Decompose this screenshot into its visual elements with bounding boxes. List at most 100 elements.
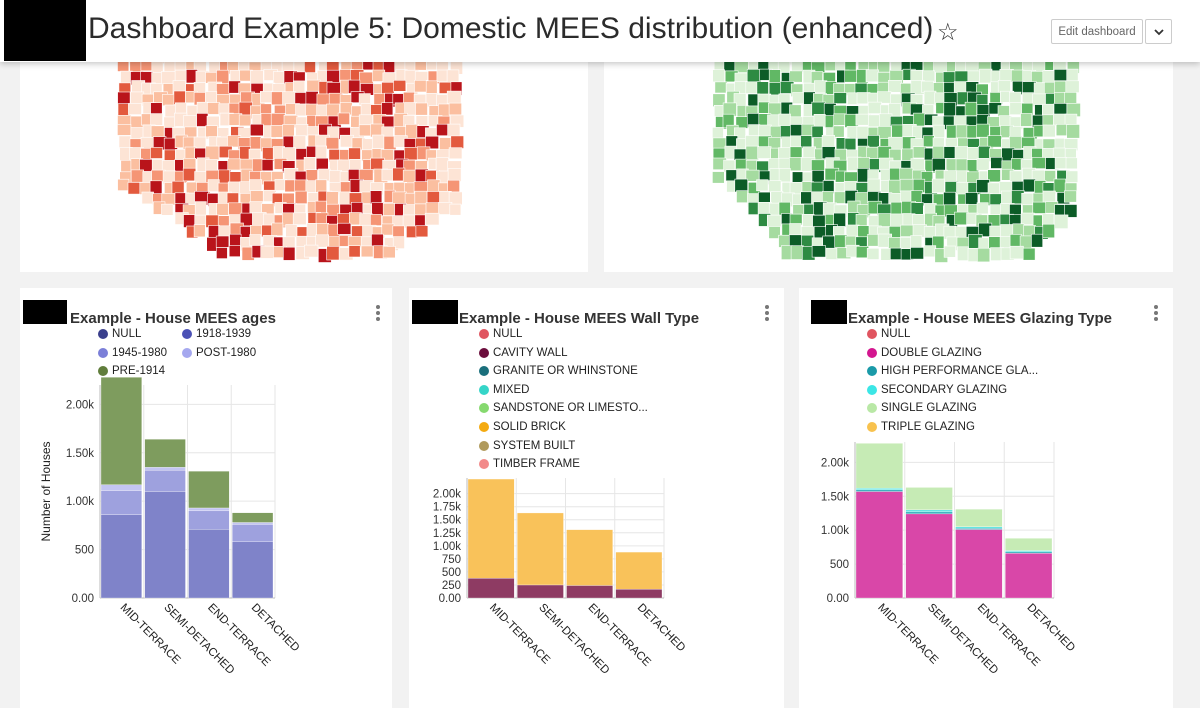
bar-segment[interactable] [855, 491, 903, 599]
map-region [1053, 214, 1069, 229]
bar-chart-ages: 0.005001.00k1.50k2.00kMID-TERRACESEMI-DE… [39, 377, 301, 677]
bar-segment[interactable] [188, 471, 230, 509]
map-region [1066, 170, 1079, 183]
map-region [1054, 80, 1067, 94]
bar-segment[interactable] [905, 511, 953, 515]
map-region [162, 93, 176, 106]
bar-segment[interactable] [188, 529, 230, 599]
bar-segment[interactable] [955, 527, 1003, 530]
map-region [196, 101, 209, 115]
y-tick-label: 1.00k [821, 525, 849, 537]
bar-segment[interactable] [144, 491, 186, 599]
bar-segment[interactable] [100, 490, 142, 515]
bar-segment[interactable] [955, 529, 1003, 599]
bar-segment[interactable] [566, 529, 613, 586]
bar-segment[interactable] [855, 487, 903, 490]
choropleth-map-green[interactable] [604, 40, 1173, 272]
legend-swatch-icon [98, 329, 108, 339]
map-region [855, 113, 870, 126]
bar-segment[interactable] [905, 487, 953, 510]
legend-item[interactable]: DOUBLE GLAZING [867, 347, 982, 359]
bar-segment[interactable] [467, 578, 515, 599]
bar-segment[interactable] [467, 478, 515, 579]
map-region [294, 190, 308, 205]
bar-segment[interactable] [905, 513, 953, 599]
legend-item[interactable]: NULL [867, 328, 910, 340]
map-region [812, 214, 826, 228]
legend-label: PRE-1914 [112, 365, 166, 377]
map-region [987, 135, 1002, 148]
bar-segment[interactable] [144, 467, 186, 471]
map-region [227, 158, 242, 171]
y-tick-label: 1.50k [433, 515, 461, 527]
map-region [833, 92, 847, 104]
legend-item[interactable]: NULL [479, 328, 522, 340]
map-region [811, 245, 826, 258]
map-region [218, 169, 230, 184]
edit-dashboard-button[interactable]: Edit dashboard [1051, 19, 1143, 44]
legend-item[interactable]: SANDSTONE OR LIMESTO... [479, 402, 648, 414]
bar-segment[interactable] [1005, 550, 1053, 553]
more-options-icon[interactable] [760, 303, 774, 321]
bar-segment[interactable] [855, 489, 903, 492]
map-region [790, 245, 804, 260]
legend-item[interactable]: HIGH PERFORMANCE GLA... [867, 365, 1038, 377]
legend-item[interactable]: SECONDARY GLAZING [867, 384, 1007, 396]
legend-item[interactable]: GRANITE OR WHINSTONE [479, 365, 638, 377]
legend-item[interactable]: TIMBER FRAME [479, 458, 580, 470]
bar-segment[interactable] [232, 524, 274, 542]
map-region [888, 79, 902, 93]
bar-segment[interactable] [144, 439, 186, 468]
bar-segment[interactable] [905, 509, 953, 513]
bar-segment[interactable] [1005, 553, 1053, 599]
bar-segment[interactable] [855, 443, 903, 489]
legend-item[interactable]: POST-1980 [182, 347, 256, 359]
map-region [382, 203, 396, 216]
legend-item[interactable]: TRIPLE GLAZING [867, 421, 975, 433]
map-region [381, 223, 395, 236]
legend-item[interactable]: NULL [98, 328, 141, 340]
bar-segment[interactable] [188, 510, 230, 530]
bar-segment[interactable] [232, 541, 274, 599]
bar-segment[interactable] [188, 507, 230, 512]
dashboard-menu-button[interactable] [1145, 19, 1172, 44]
legend-item[interactable]: SYSTEM BUILT [479, 440, 575, 452]
bar-segment[interactable] [615, 551, 663, 590]
bar-segment[interactable] [955, 508, 1003, 527]
bar-segment[interactable] [100, 484, 142, 491]
legend-item[interactable]: PRE-1914 [98, 365, 165, 377]
bar-segment[interactable] [144, 470, 186, 492]
legend-item[interactable]: CAVITY WALL [479, 347, 568, 359]
map-region [1020, 212, 1035, 225]
more-options-icon[interactable] [1149, 303, 1163, 321]
bar-segment[interactable] [517, 512, 564, 586]
map-region [789, 104, 802, 118]
y-tick-label: 0.00 [72, 593, 94, 605]
bar-segment[interactable] [1005, 551, 1053, 554]
bar-segment[interactable] [566, 585, 613, 599]
legend-item[interactable]: 1945-1980 [98, 347, 167, 359]
more-options-icon[interactable] [371, 303, 385, 321]
legend-item[interactable]: 1918-1939 [182, 328, 251, 340]
star-icon[interactable]: ☆ [937, 19, 959, 46]
bar-segment[interactable] [517, 584, 564, 599]
bar-segment[interactable] [100, 377, 142, 485]
map-region [238, 114, 252, 127]
choropleth-map-red[interactable] [20, 40, 588, 272]
bar-segment[interactable] [232, 512, 274, 523]
map-region [337, 222, 352, 235]
map-region [1063, 190, 1077, 203]
legend-swatch-icon [867, 384, 877, 395]
bar-segment[interactable] [232, 522, 274, 525]
map-region [811, 159, 825, 173]
legend-item[interactable]: SINGLE GLAZING [867, 402, 977, 414]
map-region [778, 201, 791, 216]
y-tick-label: 1.25k [433, 528, 461, 540]
legend-item[interactable]: MIXED [479, 384, 529, 396]
map-region [339, 134, 354, 148]
bar-segment[interactable] [615, 588, 663, 599]
legend-item[interactable]: SOLID BRICK [479, 421, 566, 433]
bar-segment[interactable] [100, 514, 142, 599]
bar-segment[interactable] [1005, 538, 1053, 551]
bar-segment[interactable] [955, 526, 1003, 529]
